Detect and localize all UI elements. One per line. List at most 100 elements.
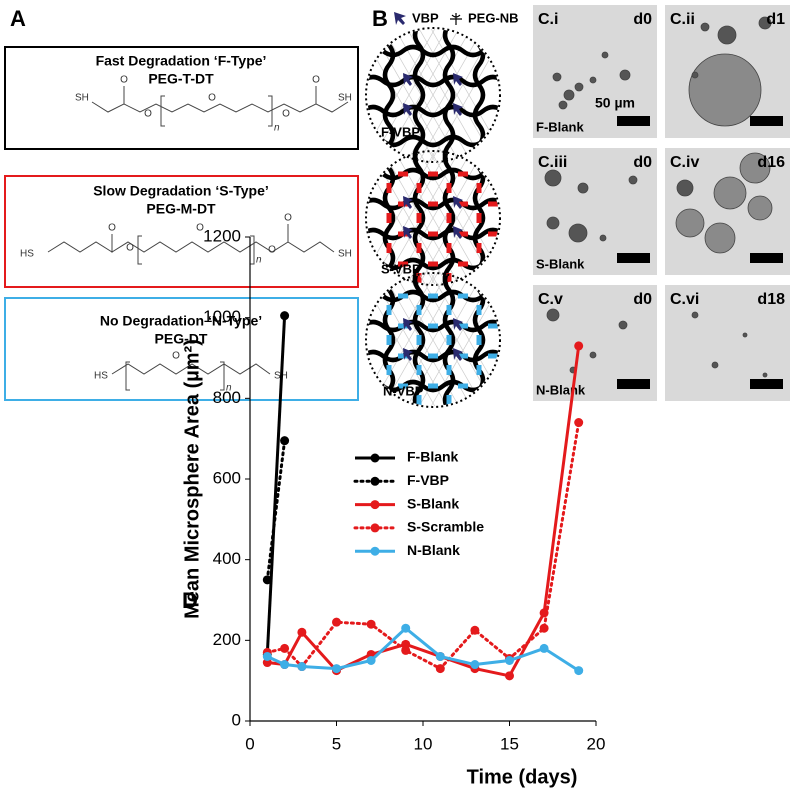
polymer-chain: [367, 319, 499, 333]
box-title: No Degradation ‘N-Type’: [100, 313, 262, 329]
image-id: C.vi: [670, 291, 699, 308]
scale-bar: [750, 253, 783, 263]
data-point: [401, 645, 411, 655]
microsphere: [574, 82, 584, 92]
legend-label: F-VBP: [407, 472, 449, 488]
microsphere: [762, 372, 768, 378]
data-point: [297, 627, 307, 637]
data-point: [332, 664, 341, 674]
scale-bar: [617, 253, 650, 263]
polymer-chain: [367, 104, 499, 118]
microsphere: [675, 208, 705, 238]
vbp: [403, 103, 413, 116]
microsphere: [628, 175, 638, 185]
vbp: [453, 348, 463, 361]
gel-outline: [365, 272, 501, 408]
hydrogel-schematics: [365, 27, 501, 408]
atom: HS: [94, 371, 108, 382]
atom: O: [126, 243, 134, 254]
data-point: [262, 575, 272, 585]
atom: O: [312, 75, 320, 86]
data-point: [366, 619, 376, 629]
microsphere: [700, 22, 710, 32]
box-title: Fast Degradation ‘F-Type’: [96, 53, 267, 69]
polymer-chain: [442, 152, 456, 284]
microsphere: [577, 182, 589, 194]
polymer-chain: [442, 274, 456, 406]
repeat-unit: n: [256, 255, 262, 266]
microsphere: [676, 179, 694, 197]
microsphere: [758, 16, 772, 30]
box: [4, 175, 359, 288]
microsphere: [688, 53, 762, 127]
atom: O: [144, 109, 152, 120]
legend-marker: [370, 476, 380, 486]
image-day: d1: [766, 11, 785, 28]
series-line: [265, 315, 287, 655]
vbp: [453, 318, 463, 331]
microsphere: [546, 308, 560, 322]
gel: [367, 152, 499, 284]
polymer-chain: [367, 197, 499, 211]
y-tick-label: 1000: [203, 307, 241, 326]
data-point: [366, 656, 376, 665]
vbp: [453, 73, 463, 86]
y-tick-label: 1200: [203, 226, 241, 245]
data-point: [262, 651, 272, 661]
data-point: [401, 623, 411, 633]
atom: O: [196, 223, 204, 234]
data-point: [574, 341, 584, 351]
mesh-line: [404, 274, 486, 406]
legend-label: F-Blank: [407, 449, 459, 465]
microsphere: [717, 25, 737, 45]
microsphere: [618, 320, 628, 330]
microsphere: [589, 351, 597, 359]
gel-outline: [365, 27, 501, 163]
legend-label: S-Scramble: [407, 519, 484, 535]
legend-label: VBP: [412, 10, 439, 25]
atom: SH: [338, 249, 352, 260]
image-id: C.v: [538, 291, 563, 308]
legend-marker: [370, 500, 380, 510]
legend-marker: [370, 453, 380, 463]
gel-label: F-VBP: [381, 124, 420, 139]
polymer-chain: [367, 349, 499, 363]
sample-label: S-Blank: [536, 256, 585, 271]
microsphere: [568, 223, 588, 243]
atom: O: [282, 109, 290, 120]
image-id: C.ii: [670, 11, 695, 28]
data-point: [332, 617, 341, 627]
box: [4, 46, 359, 150]
microsphere: [704, 222, 736, 254]
microsphere: [747, 195, 773, 221]
microsphere: [691, 71, 699, 79]
microsphere: [739, 152, 771, 184]
image-id: C.iv: [670, 154, 699, 171]
panel-label: D: [182, 588, 198, 613]
atom: O: [208, 93, 216, 104]
polymer-chain: [412, 29, 426, 161]
microsphere: [546, 216, 560, 230]
vbp: [453, 196, 463, 209]
x-tick-label: 0: [245, 734, 254, 753]
microsphere: [544, 169, 562, 187]
x-tick-label: 15: [500, 734, 519, 753]
microsphere: [742, 332, 748, 338]
data-point: [470, 625, 480, 635]
microsphere: [563, 89, 575, 101]
legend-label: PEG-NB: [468, 10, 519, 25]
vbp: [403, 348, 413, 361]
atom: SH: [338, 93, 352, 104]
gel: [367, 274, 499, 406]
vbp: [403, 196, 413, 209]
sample-label: F-Blank: [536, 119, 584, 134]
peg-nb-icon: [450, 13, 462, 25]
image-day: d16: [757, 154, 785, 171]
atom: O: [268, 245, 276, 256]
image-day: d18: [757, 291, 785, 308]
scale-bar: [750, 379, 783, 389]
vbp: [453, 103, 463, 116]
sample-label: N-Blank: [536, 382, 586, 397]
microsphere: [619, 69, 631, 81]
